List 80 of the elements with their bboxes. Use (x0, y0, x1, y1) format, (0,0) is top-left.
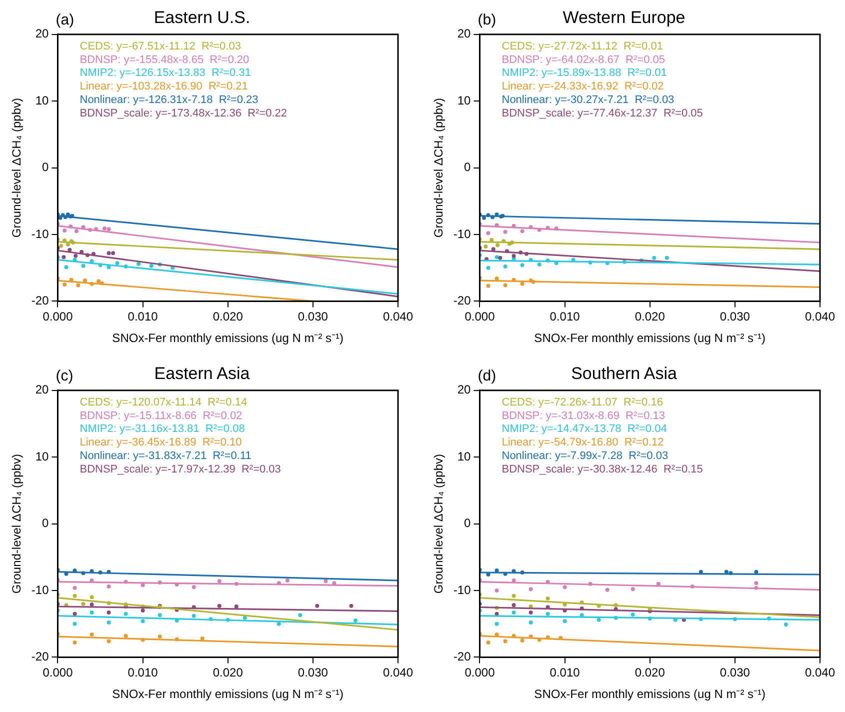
y-tick-label: 10 (35, 449, 50, 464)
x-axis-title: SNOx-Fer monthly emissions (ug N m⁻² s⁻¹) (534, 687, 766, 702)
chart-title: Southern Asia (571, 364, 678, 383)
text: Linear: y=-36.45x-16.89 R²=0.10 (80, 436, 242, 449)
x-tick-label: 0.040 (804, 310, 836, 324)
y-tick-label: 20 (457, 26, 472, 41)
x-tick-label: 0.020 (212, 666, 244, 680)
y-tick-label: 10 (457, 93, 472, 108)
x-tick-label: 0.000 (464, 310, 496, 324)
y-axis-title: Ground-level ΔCH₄ (ppbv) (432, 454, 446, 594)
y-tick-label: -20 (453, 294, 472, 308)
y-axis-title: Ground-level ΔCH₄ (ppbv) (432, 98, 446, 238)
y-tick-label: 10 (457, 449, 472, 464)
x-tick-label: 0.010 (550, 666, 580, 680)
x-tick-label: 0.010 (550, 310, 580, 324)
x-tick-label: 0.040 (382, 310, 414, 324)
y-tick-label: -20 (31, 294, 50, 308)
x-tick-label: 0.020 (212, 310, 244, 324)
text: CEDS: y=-67.51x-11.12 R²=0.03 (80, 40, 241, 52)
x-axis-title: SNOx-Fer monthly emissions (ug N m⁻² s⁻¹) (534, 331, 766, 346)
chart-title: Western Europe (562, 8, 686, 27)
y-axis-title: Ground-level ΔCH₄ (ppbv) (10, 98, 24, 238)
text: (c) (56, 367, 74, 384)
x-tick-label: 0.010 (128, 666, 158, 680)
x-tick-label: 0.000 (42, 310, 74, 324)
y-tick-label: 20 (35, 26, 50, 41)
text: Linear: y=-24.33x-16.92 R²=0.02 (502, 80, 664, 93)
text: BDNSP: y=-31.03x-8.69 R²=0.13 (502, 410, 665, 422)
y-tick-label: 0 (464, 516, 472, 530)
text: (a) (56, 11, 74, 28)
y-axis-title: Ground-level ΔCH₄ (ppbv) (10, 454, 24, 594)
text: CEDS: y=-27.72x-11.12 R²=0.01 (502, 40, 663, 52)
text: Nonlinear: y=-30.27x-7.21 R²=0.03 (502, 94, 674, 106)
y-tick-label: 0 (464, 160, 472, 174)
text: CEDS: y=-72.26x-11.07 R²=0.16 (502, 396, 663, 408)
x-tick-label: 0.030 (298, 310, 328, 324)
x-axis-title: SNOx-Fer monthly emissions (ug N m⁻² s⁻¹) (112, 687, 344, 702)
y-tick-label: -10 (453, 582, 472, 597)
text: Linear: y=-103.28x-16.90 R²=0.21 (80, 80, 248, 93)
x-tick-label: 0.030 (720, 310, 750, 324)
text: Nonlinear: y=-7.99x-7.28 R²=0.03 (502, 450, 668, 462)
text: (d) (478, 367, 496, 384)
y-tick-label: -10 (31, 226, 50, 241)
x-axis-title: SNOx-Fer monthly emissions (ug N m⁻² s⁻¹) (112, 331, 344, 346)
x-tick-label: 0.020 (634, 666, 666, 680)
text: BDNSP_scale: y=-77.46x-12.37 R²=0.05 (502, 107, 703, 120)
y-tick-label: -20 (31, 650, 50, 664)
x-tick-label: 0.040 (382, 666, 414, 680)
chart-title: Eastern Asia (154, 364, 250, 383)
chart-title: Eastern U.S. (154, 8, 250, 27)
text: NMIP2: y=-14.47x-13.78 R²=0.04 (502, 423, 667, 436)
x-tick-label: 0.030 (720, 666, 750, 680)
x-tick-label: 0.000 (464, 666, 496, 680)
y-tick-label: -20 (453, 650, 472, 664)
text: BDNSP_scale: y=-173.48x-12.36 R²=0.22 (80, 107, 288, 120)
text: NMIP2: y=-15.89x-13.88 R²=0.01 (502, 67, 667, 80)
text: BDNSP: y=-155.48x-8.65 R²=0.20 (80, 54, 250, 66)
x-tick-label: 0.030 (298, 666, 328, 680)
y-tick-label: 10 (35, 93, 50, 108)
y-tick-label: 20 (457, 382, 472, 397)
text: BDNSP: y=-64.02x-8.67 R²=0.05 (502, 54, 665, 66)
text: NMIP2: y=-126.15x-13.83 R²=0.31 (80, 67, 251, 80)
y-tick-label: -10 (453, 226, 472, 241)
y-tick-label: 20 (35, 382, 50, 397)
text: NMIP2: y=-31.16x-13.81 R²=0.08 (80, 423, 245, 436)
x-tick-label: 0.020 (634, 310, 666, 324)
text: BDNSP: y=-15.11x-8.66 R²=0.02 (80, 410, 242, 422)
x-tick-label: 0.010 (128, 310, 158, 324)
text: BDNSP_scale: y=-17.97x-12.39 R²=0.03 (80, 463, 281, 476)
text: Nonlinear: y=-126.31x-7.18 R²=0.23 (80, 94, 258, 106)
text: Nonlinear: y=-31.83x-7.21 R²=0.11 (80, 450, 252, 462)
y-tick-label: -10 (31, 582, 50, 597)
text: BDNSP_scale: y=-30.38x-12.46 R²=0.15 (502, 463, 703, 476)
y-tick-label: 0 (42, 516, 50, 530)
x-tick-label: 0.000 (42, 666, 74, 680)
x-tick-label: 0.040 (804, 666, 836, 680)
y-tick-label: 0 (42, 160, 50, 174)
text: (b) (478, 11, 496, 28)
text: Linear: y=-54.79x-16.80 R²=0.12 (502, 436, 664, 449)
text: CEDS: y=-120.07x-11.14 R²=0.14 (80, 396, 248, 408)
